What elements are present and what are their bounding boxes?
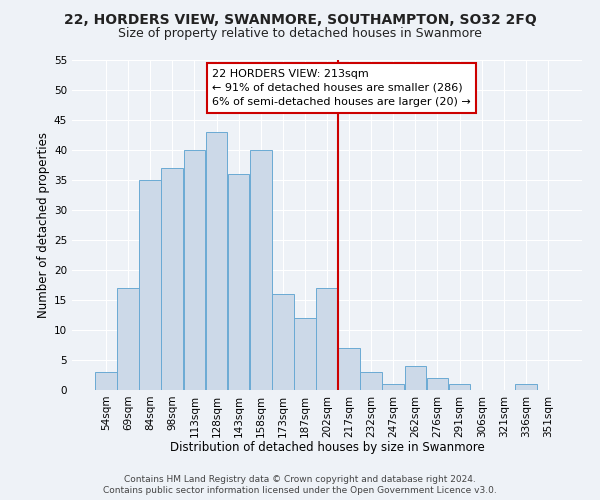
Bar xyxy=(206,132,227,390)
Bar xyxy=(338,348,360,390)
Text: Size of property relative to detached houses in Swanmore: Size of property relative to detached ho… xyxy=(118,28,482,40)
Bar xyxy=(316,288,338,390)
Bar xyxy=(95,372,117,390)
Text: 22 HORDERS VIEW: 213sqm
← 91% of detached houses are smaller (286)
6% of semi-de: 22 HORDERS VIEW: 213sqm ← 91% of detache… xyxy=(212,69,471,107)
X-axis label: Distribution of detached houses by size in Swanmore: Distribution of detached houses by size … xyxy=(170,441,484,454)
Bar xyxy=(228,174,250,390)
Bar xyxy=(139,180,161,390)
Bar xyxy=(117,288,139,390)
Bar xyxy=(404,366,426,390)
Bar xyxy=(161,168,183,390)
Text: Contains public sector information licensed under the Open Government Licence v3: Contains public sector information licen… xyxy=(103,486,497,495)
Bar xyxy=(427,378,448,390)
Bar xyxy=(184,150,205,390)
Text: Contains HM Land Registry data © Crown copyright and database right 2024.: Contains HM Land Registry data © Crown c… xyxy=(124,475,476,484)
Text: 22, HORDERS VIEW, SWANMORE, SOUTHAMPTON, SO32 2FQ: 22, HORDERS VIEW, SWANMORE, SOUTHAMPTON,… xyxy=(64,12,536,26)
Bar xyxy=(515,384,537,390)
Y-axis label: Number of detached properties: Number of detached properties xyxy=(37,132,50,318)
Bar xyxy=(361,372,382,390)
Bar xyxy=(294,318,316,390)
Bar xyxy=(250,150,272,390)
Bar xyxy=(382,384,404,390)
Bar xyxy=(449,384,470,390)
Bar xyxy=(272,294,293,390)
